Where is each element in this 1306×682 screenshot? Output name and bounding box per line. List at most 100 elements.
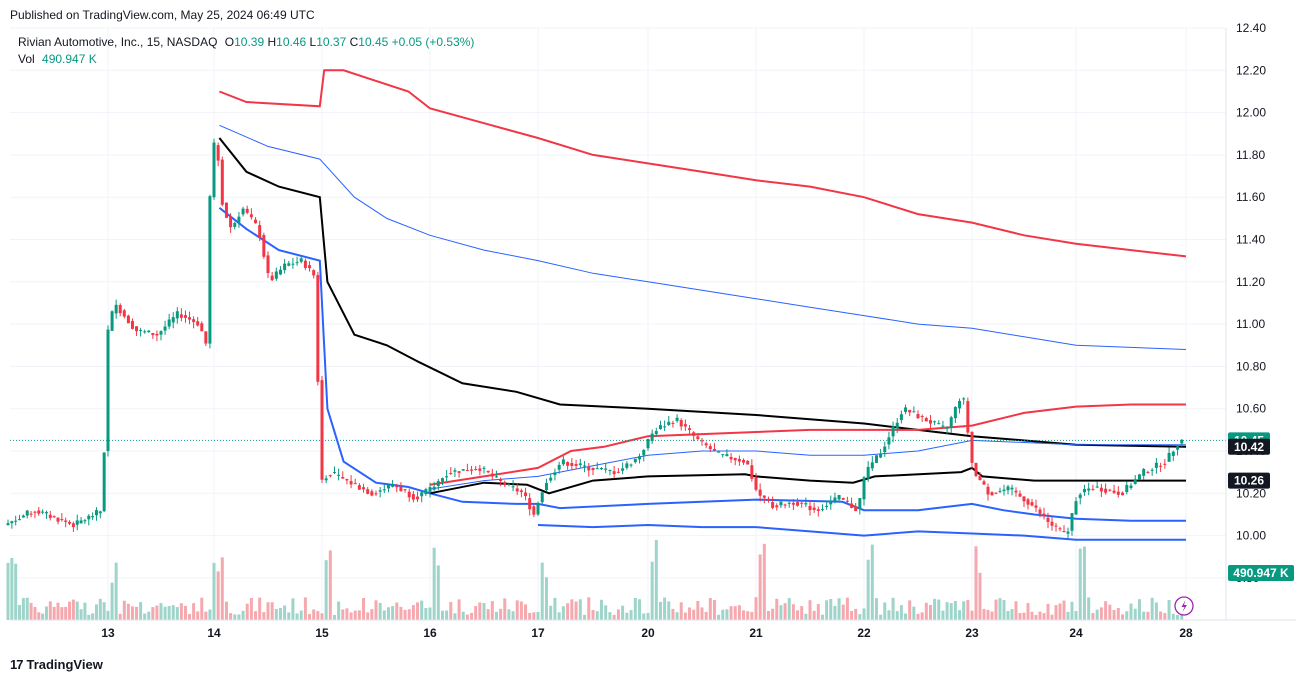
volume-bar <box>775 598 779 620</box>
candle-body <box>163 326 167 331</box>
volume-bar <box>704 611 708 620</box>
volume-bar <box>449 601 453 620</box>
volume-bar <box>570 599 574 620</box>
candle-body <box>1133 479 1137 484</box>
volume-bar <box>729 606 733 620</box>
x-tick-label: 22 <box>857 626 871 640</box>
candle-body <box>874 455 878 463</box>
volume-bar <box>1066 611 1070 620</box>
candle-body <box>612 471 616 475</box>
candle-body <box>411 494 415 500</box>
candle-body <box>332 472 336 474</box>
candle-body <box>98 511 102 514</box>
volume-bar <box>75 601 79 620</box>
volume-bar <box>646 612 650 620</box>
candle-body <box>482 467 486 469</box>
volume-bar <box>465 614 469 620</box>
volume-bar <box>1030 611 1034 620</box>
volume-bar <box>953 601 957 620</box>
volume-bar <box>295 613 299 620</box>
volume-bar <box>708 598 712 620</box>
alert-icon[interactable] <box>1174 596 1194 616</box>
y-axis: 12.40 12.20 12.00 11.80 11.60 11.40 11.20 11.00… <box>1236 21 1266 585</box>
high-label: H <box>267 35 277 49</box>
volume-bar <box>303 597 307 620</box>
candle-body <box>249 214 253 218</box>
candle-body <box>812 507 816 510</box>
volume-bar <box>804 613 808 620</box>
volume-bar <box>349 612 353 620</box>
candle-body <box>646 439 650 449</box>
volume-bar <box>816 604 820 620</box>
volume-bar <box>91 613 95 620</box>
volume-bar <box>587 597 591 620</box>
volume-bar <box>1022 612 1026 620</box>
candle-body <box>532 506 536 515</box>
volume-bar <box>64 606 68 620</box>
candle-body <box>1050 521 1054 526</box>
candle-body <box>658 425 662 430</box>
candle-body <box>440 478 444 482</box>
candle-body <box>237 216 241 223</box>
volume-bar <box>1034 614 1038 620</box>
candle-body <box>1006 486 1010 491</box>
volume-bar <box>188 614 192 620</box>
candles <box>6 138 1184 539</box>
volume-bar <box>283 605 287 620</box>
candle-body <box>945 427 949 429</box>
x-tick-label: 20 <box>641 626 655 640</box>
candle-body <box>891 426 895 437</box>
candle-body <box>800 502 804 504</box>
volume-bar <box>1078 548 1082 620</box>
volume-bar <box>126 603 130 620</box>
volume-bar <box>599 599 603 620</box>
candle-body <box>654 431 658 435</box>
volume-bar <box>14 563 18 620</box>
candle-body <box>395 485 399 488</box>
candle-body <box>345 479 349 481</box>
candle-body <box>420 492 424 497</box>
volume-bar <box>928 604 932 620</box>
volume-bar <box>1163 613 1167 620</box>
close-value: 10.45 <box>358 35 389 49</box>
y-tick-label: 10.20 <box>1236 486 1266 500</box>
volume-bar <box>159 603 163 620</box>
grid <box>10 27 1226 620</box>
candle-body <box>854 506 858 512</box>
tradingview-logo[interactable]: 17 TradingView <box>10 657 103 672</box>
candle-body <box>845 500 849 502</box>
volume-bar <box>440 610 444 620</box>
volume-bar <box>175 607 179 620</box>
volume-bar <box>675 612 679 620</box>
candle-body <box>804 503 808 505</box>
candle-body <box>561 459 565 465</box>
volume-bar <box>528 612 532 620</box>
candle-body <box>453 470 457 472</box>
y-tick-label: 12.20 <box>1236 63 1266 77</box>
candle-body <box>155 333 159 336</box>
y-tick-label: 10.00 <box>1236 529 1266 543</box>
volume-bar <box>574 601 578 620</box>
candle-body <box>536 503 540 515</box>
candle-body <box>633 458 637 463</box>
volume-bar <box>1046 603 1050 620</box>
candle-body <box>130 320 134 329</box>
candle-body <box>320 380 324 480</box>
candle-body <box>762 495 766 498</box>
volume-label[interactable]: Vol <box>18 52 35 66</box>
candle-body <box>725 454 729 457</box>
candle-body <box>928 420 932 424</box>
candle-body <box>1171 451 1175 456</box>
volume-bar <box>110 582 114 620</box>
candle-body <box>667 421 671 425</box>
symbol-name[interactable]: Rivian Automotive, Inc., 15, NASDAQ <box>18 35 218 49</box>
candle-body <box>192 319 196 323</box>
close-label: C <box>349 35 359 49</box>
candle-body <box>796 502 800 506</box>
volume-bar <box>941 610 945 620</box>
candle-body <box>436 481 440 487</box>
volume-bar <box>845 597 849 620</box>
volume-bar <box>688 607 692 620</box>
volume-bar <box>920 612 924 620</box>
volume-bar <box>1091 613 1095 620</box>
